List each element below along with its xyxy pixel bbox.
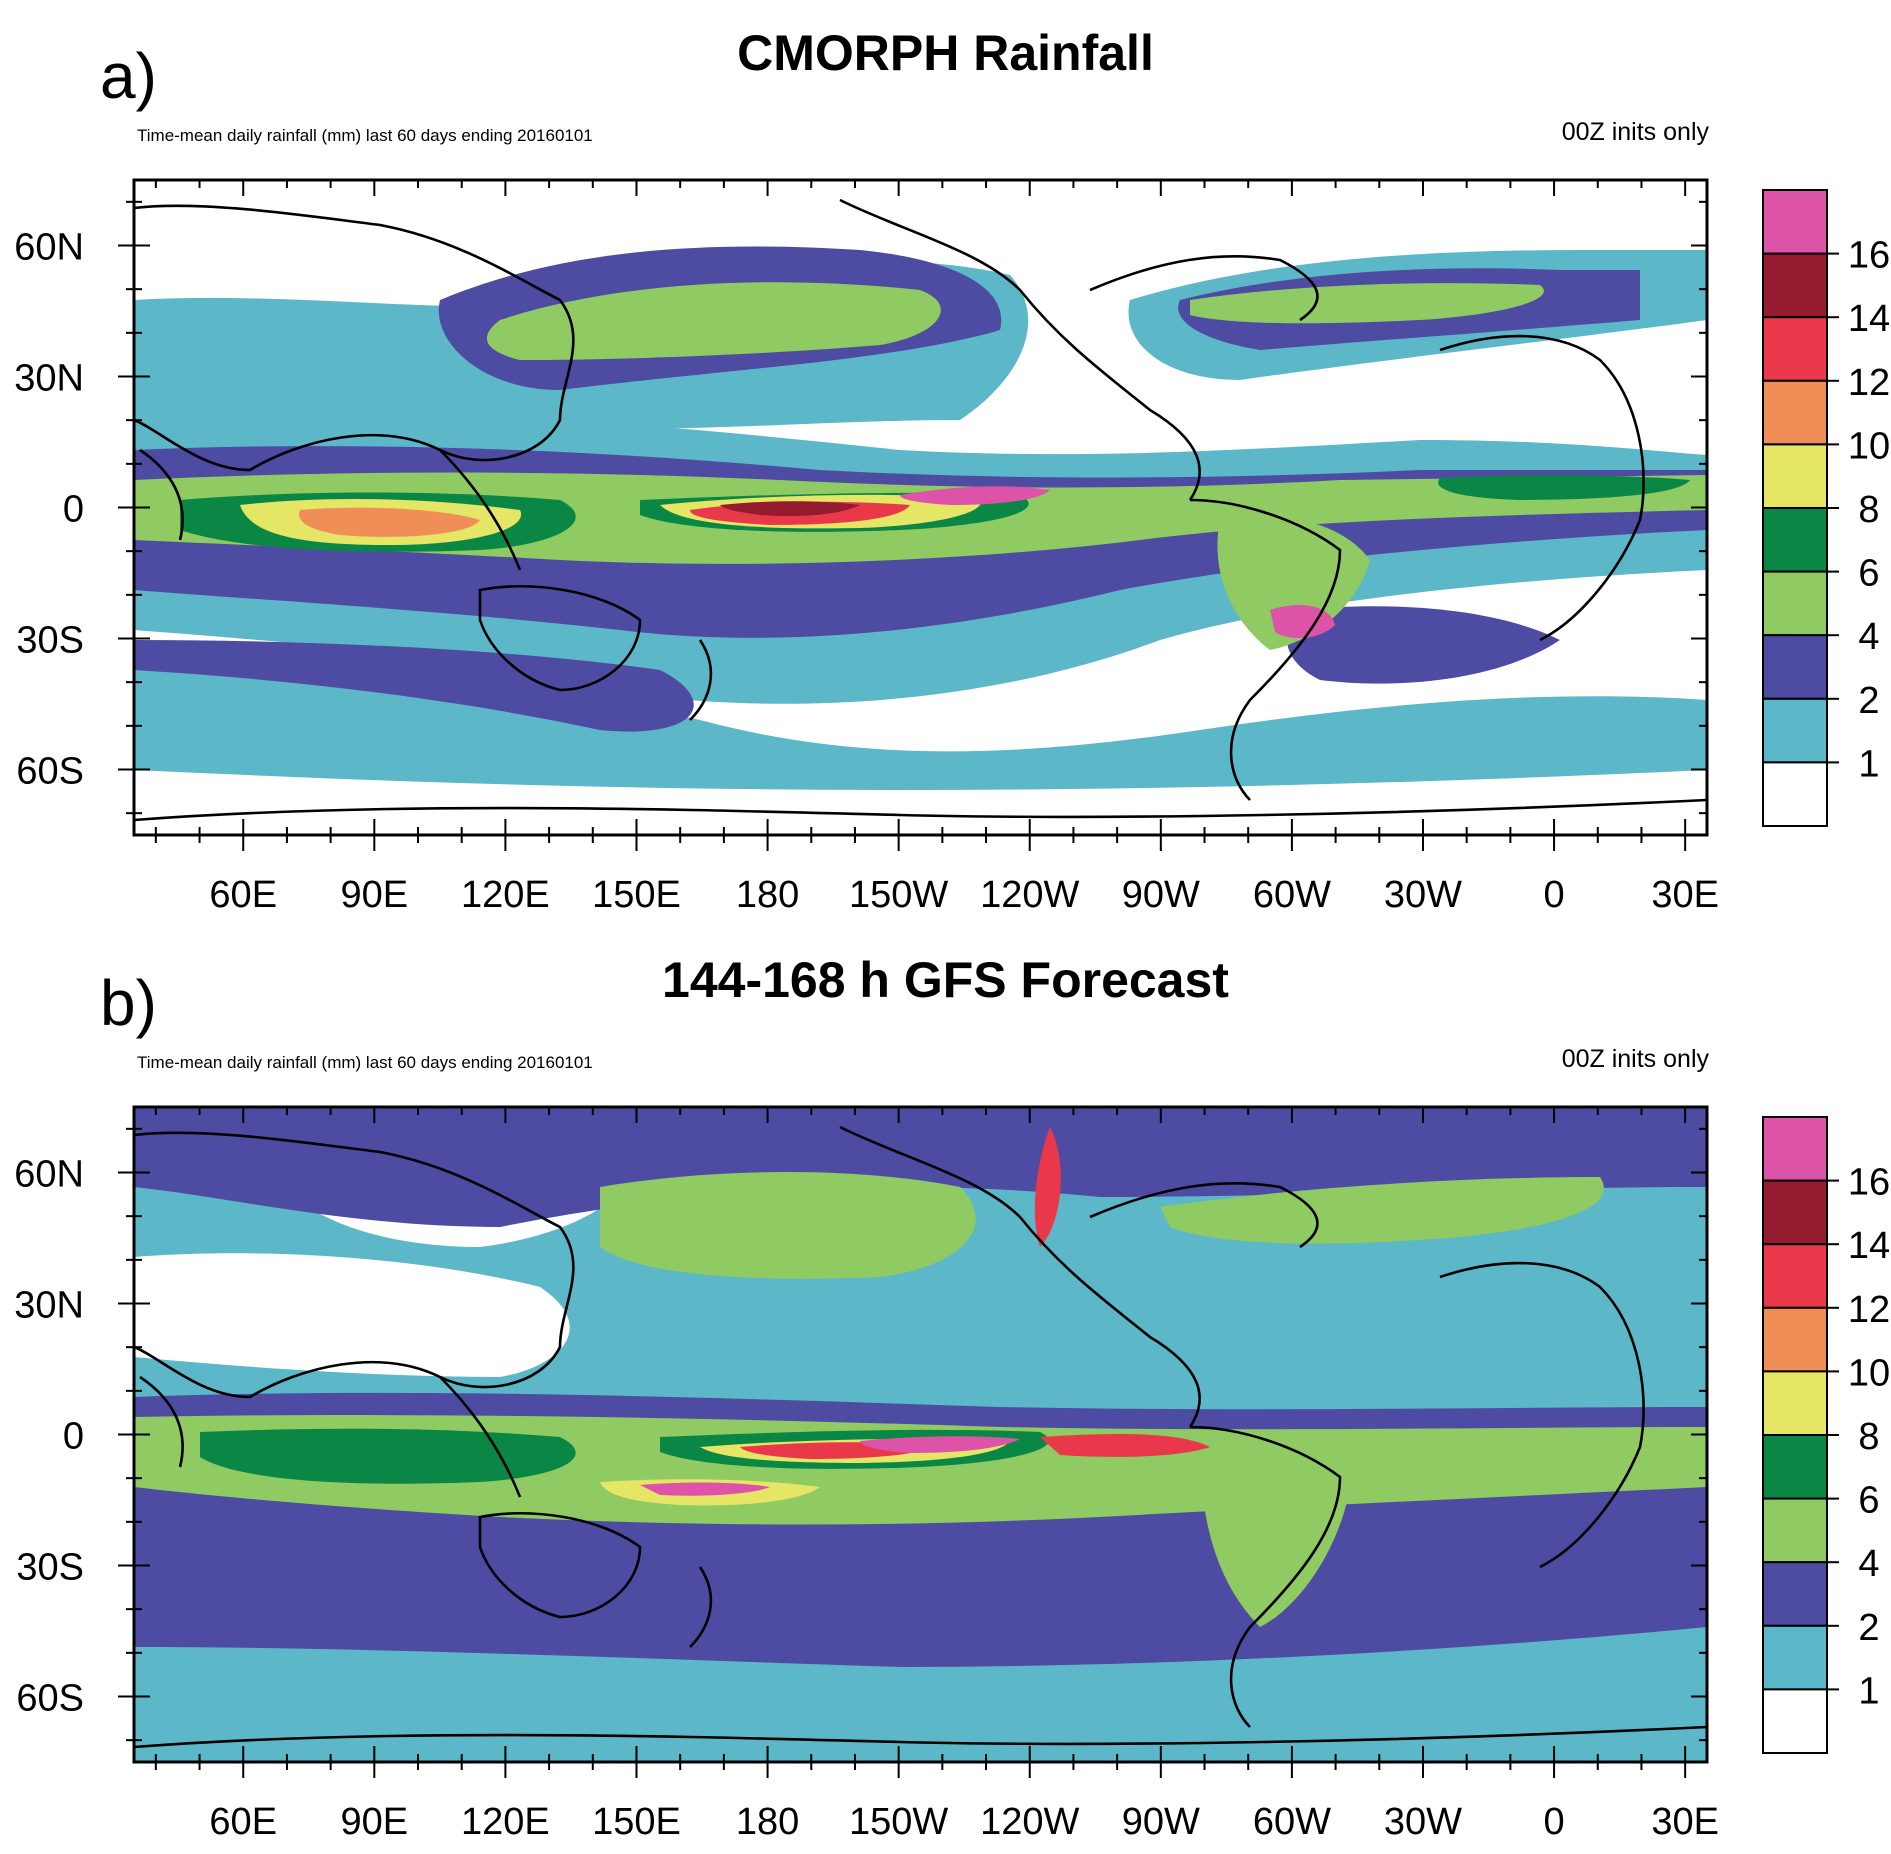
lat-tick-label: 0 bbox=[63, 1416, 84, 1458]
lat-tick-label: 60S bbox=[16, 751, 84, 793]
colorbar-swatch bbox=[1762, 1434, 1828, 1500]
colorbar-swatch bbox=[1762, 252, 1828, 319]
panel-letter: a) bbox=[100, 40, 157, 112]
lon-tick-label: 150W bbox=[849, 1801, 948, 1843]
colorbar-swatch bbox=[1762, 1688, 1828, 1755]
panel-title: 144-168 h GFS Forecast bbox=[662, 952, 1229, 1008]
lon-tick-label: 150E bbox=[592, 874, 681, 916]
colorbar-label: 6 bbox=[1858, 1480, 1879, 1522]
colorbar-label: 10 bbox=[1848, 425, 1890, 467]
colorbar-swatch bbox=[1762, 1370, 1828, 1436]
lon-tick-label: 120E bbox=[461, 874, 550, 916]
colorbar-swatch bbox=[1762, 316, 1828, 382]
lon-tick-label: 30E bbox=[1651, 1801, 1719, 1843]
colorbar-swatch bbox=[1762, 1179, 1828, 1246]
colorbar-label: 2 bbox=[1858, 1607, 1879, 1649]
lat-tick-label: 30S bbox=[16, 1547, 84, 1589]
coastlines bbox=[134, 198, 1707, 822]
map-figure: 60E 90E 120E 150E 180 150W 120W 90W 60W 30W 0 30E60… bbox=[14, 178, 1890, 916]
lon-tick-label: 0 bbox=[1543, 1801, 1564, 1843]
panel-cmorph: 60E 90E 120E 150E 180 150W 120W 90W 60W 30W 0 30E 60… bbox=[14, 25, 1890, 916]
lon-tick-label: 120E bbox=[461, 1801, 550, 1843]
lat-tick-label: 30N bbox=[14, 1285, 84, 1327]
colorbar-label: 14 bbox=[1848, 1225, 1890, 1267]
lat-tick-label: 60S bbox=[16, 1678, 84, 1720]
panel-gfs-forecast: 60E 90E 120E 150E 180 150W 120W 90W 60W 30W 0 30E 60… bbox=[0, 927, 1891, 1854]
lon-tick-label: 150W bbox=[849, 874, 948, 916]
colorbar-swatch bbox=[1762, 1497, 1828, 1564]
lon-tick-label: 120W bbox=[980, 874, 1079, 916]
panel-letter: b) bbox=[100, 967, 157, 1039]
coastlines bbox=[134, 1125, 1707, 1749]
colorbar-swatch bbox=[1762, 1306, 1828, 1373]
colorbar-label: 10 bbox=[1848, 1352, 1890, 1394]
panel-title: CMORPH Rainfall bbox=[737, 25, 1154, 81]
colorbar-swatch bbox=[1762, 379, 1828, 446]
rainfall-field bbox=[134, 246, 1707, 790]
colorbar-swatch bbox=[1762, 761, 1828, 828]
lon-tick-label: 90E bbox=[341, 1801, 409, 1843]
colorbar-swatch bbox=[1762, 1243, 1828, 1309]
lon-tick-label: 60W bbox=[1253, 874, 1331, 916]
colorbar-label: 2 bbox=[1858, 680, 1879, 722]
colorbar-label: 12 bbox=[1848, 362, 1890, 404]
lon-tick-label: 150E bbox=[592, 1801, 681, 1843]
subtitle-left: Time-mean daily rainfall (mm) last 60 da… bbox=[137, 126, 593, 145]
colorbar-label: 1 bbox=[1858, 743, 1879, 785]
lat-tick-label: 30N bbox=[14, 358, 84, 400]
colorbar-label: 14 bbox=[1848, 298, 1890, 340]
colorbar-label: 8 bbox=[1858, 1416, 1879, 1458]
subtitle-right: 00Z inits only bbox=[1561, 1045, 1709, 1073]
map-figure: 60E 90E 120E 150E 180 150W 120W 90W 60W 30W 0 30E60… bbox=[14, 1105, 1890, 1843]
map-axes: 60E 90E 120E 150E 180 150W 120W 90W 60W 30W 0 30E 60… bbox=[14, 180, 1719, 916]
lon-tick-label: 180 bbox=[736, 874, 799, 916]
colorbar-label: 4 bbox=[1858, 1543, 1879, 1585]
colorbar-swatch bbox=[1762, 443, 1828, 509]
colorbar-swatch bbox=[1762, 189, 1828, 255]
lon-tick-label: 60E bbox=[209, 1801, 277, 1843]
lon-tick-label: 90W bbox=[1122, 874, 1200, 916]
colorbar-swatch bbox=[1762, 1116, 1828, 1182]
lat-tick-label: 0 bbox=[63, 489, 84, 531]
lat-tick-label: 30S bbox=[16, 620, 84, 662]
lat-tick-label: 60N bbox=[14, 227, 84, 269]
colorbar-swatch bbox=[1762, 1561, 1828, 1627]
lon-tick-label: 90E bbox=[341, 874, 409, 916]
colorbar-swatch bbox=[1762, 634, 1828, 700]
lon-tick-label: 180 bbox=[736, 1801, 799, 1843]
colorbar-label: 16 bbox=[1848, 235, 1890, 277]
colorbar-label: 8 bbox=[1858, 489, 1879, 531]
lon-tick-label: 0 bbox=[1543, 874, 1564, 916]
lon-tick-label: 60E bbox=[209, 874, 277, 916]
colorbar-swatch bbox=[1762, 570, 1828, 637]
colorbar-label: 16 bbox=[1848, 1162, 1890, 1204]
colorbar-swatch bbox=[1762, 1624, 1828, 1691]
lat-tick-label: 60N bbox=[14, 1154, 84, 1196]
lon-tick-label: 90W bbox=[1122, 1801, 1200, 1843]
map-axes: 60E 90E 120E 150E 180 150W 120W 90W 60W 30W 0 30E 60… bbox=[14, 1107, 1719, 1843]
lon-tick-label: 120W bbox=[980, 1801, 1079, 1843]
lon-tick-label: 30E bbox=[1651, 874, 1719, 916]
colorbar-swatch bbox=[1762, 507, 1828, 573]
colorbar-label: 6 bbox=[1858, 553, 1879, 595]
rainfall-field bbox=[134, 1107, 1707, 1762]
lon-tick-label: 30W bbox=[1384, 874, 1462, 916]
colorbar-swatch bbox=[1762, 697, 1828, 764]
lon-tick-label: 60W bbox=[1253, 1801, 1331, 1843]
subtitle-right: 00Z inits only bbox=[1561, 118, 1709, 146]
lon-tick-label: 30W bbox=[1384, 1801, 1462, 1843]
colorbar-label: 4 bbox=[1858, 616, 1879, 658]
colorbar-label: 1 bbox=[1858, 1670, 1879, 1712]
subtitle-left: Time-mean daily rainfall (mm) last 60 da… bbox=[137, 1053, 593, 1072]
colorbar-label: 12 bbox=[1848, 1289, 1890, 1331]
